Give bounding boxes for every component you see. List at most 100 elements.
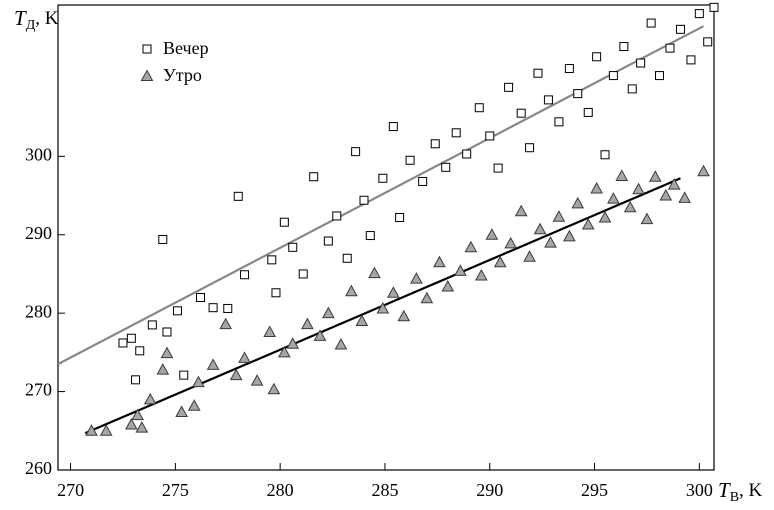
y-label: TД, K xyxy=(14,6,59,33)
point xyxy=(323,236,333,246)
point xyxy=(678,191,692,203)
y-tick-label: 290 xyxy=(25,223,52,243)
point xyxy=(263,325,277,337)
point xyxy=(158,234,168,244)
legend-label: Утро xyxy=(163,65,202,85)
axis-unit: , K xyxy=(35,8,59,29)
y-tick-label: 270 xyxy=(25,380,52,400)
point xyxy=(288,242,298,252)
point xyxy=(135,421,149,433)
point xyxy=(279,217,289,227)
point xyxy=(552,210,566,222)
point xyxy=(632,182,645,195)
x-tick-label: 275 xyxy=(162,480,189,500)
point xyxy=(451,128,461,138)
point xyxy=(533,222,547,235)
point xyxy=(135,346,145,356)
fit-line xyxy=(57,25,705,366)
x-tick-label: 295 xyxy=(581,480,608,500)
point xyxy=(172,306,182,316)
point xyxy=(627,84,637,94)
point xyxy=(345,284,358,297)
point xyxy=(464,240,478,253)
y-tick-label: 260 xyxy=(25,458,52,478)
point xyxy=(405,155,415,165)
axis-unit: , K xyxy=(739,480,763,501)
x-label: TВ, K xyxy=(718,478,763,505)
point xyxy=(219,317,233,330)
point xyxy=(686,55,696,65)
plot-frame xyxy=(57,4,715,471)
point xyxy=(156,363,170,375)
point xyxy=(187,399,201,411)
point xyxy=(125,417,138,430)
point xyxy=(608,71,618,81)
point xyxy=(267,382,281,395)
point xyxy=(600,150,610,160)
point xyxy=(623,200,637,213)
point xyxy=(581,218,595,230)
x-tick-label: 300 xyxy=(686,480,713,500)
point xyxy=(359,195,369,205)
point xyxy=(564,64,574,74)
point xyxy=(441,279,455,292)
point xyxy=(667,178,681,190)
point xyxy=(523,250,536,262)
point xyxy=(598,210,612,223)
point xyxy=(485,228,499,240)
point xyxy=(709,2,719,12)
point xyxy=(592,52,602,62)
point xyxy=(196,292,206,302)
point xyxy=(694,9,704,19)
point xyxy=(430,139,440,149)
point xyxy=(410,272,423,284)
point xyxy=(397,309,411,322)
point xyxy=(206,358,220,370)
point xyxy=(99,424,113,436)
point xyxy=(208,303,218,313)
point xyxy=(175,405,189,417)
x-tick-label: 290 xyxy=(476,480,503,500)
point xyxy=(554,117,564,127)
point xyxy=(368,266,381,279)
point xyxy=(143,392,157,405)
point xyxy=(665,43,675,53)
point xyxy=(309,172,319,182)
point xyxy=(267,255,277,265)
point xyxy=(504,236,518,249)
point xyxy=(118,338,128,348)
point xyxy=(355,314,369,327)
point xyxy=(525,143,535,153)
point xyxy=(646,18,656,28)
point xyxy=(233,191,243,201)
x-tick-label: 280 xyxy=(267,480,294,500)
axis-subscript: Д xyxy=(26,18,36,33)
y-tick-label: 280 xyxy=(25,301,52,321)
axis-symbol: T xyxy=(718,478,731,502)
point xyxy=(544,236,557,248)
point xyxy=(85,424,98,436)
point xyxy=(516,108,526,118)
point xyxy=(504,82,514,92)
point xyxy=(131,375,141,385)
point xyxy=(160,346,174,359)
point xyxy=(240,270,250,280)
point xyxy=(675,24,685,34)
point xyxy=(147,320,157,330)
x-tick-label: 285 xyxy=(371,480,398,500)
point xyxy=(278,345,291,358)
axis-subscript: В xyxy=(730,490,739,505)
point xyxy=(533,68,543,78)
point xyxy=(474,103,484,113)
point xyxy=(131,408,144,421)
point xyxy=(301,317,314,330)
point xyxy=(332,211,342,221)
point xyxy=(640,212,654,225)
axis-symbol: T xyxy=(14,6,27,30)
point xyxy=(162,327,172,337)
point xyxy=(365,231,375,241)
point xyxy=(514,204,528,217)
point xyxy=(583,107,593,117)
point xyxy=(493,163,503,173)
